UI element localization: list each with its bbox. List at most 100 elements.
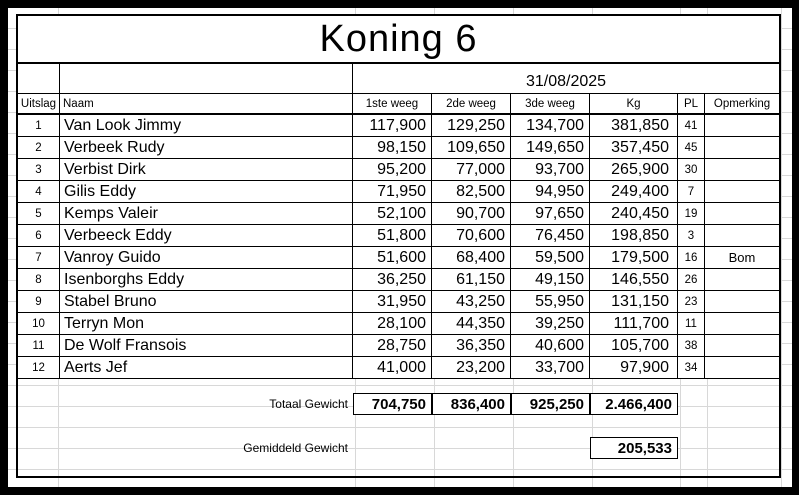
remark-cell[interactable] [705,225,779,247]
weighing1-cell[interactable]: 41,000 [353,357,432,379]
remark-cell[interactable] [705,269,779,291]
pl-cell[interactable]: 7 [678,181,705,203]
column-header-uitslag[interactable]: Uitslag [18,94,60,115]
weighing1-cell[interactable]: 28,100 [353,313,432,335]
rank-cell[interactable]: 2 [18,137,60,159]
weighing1-cell[interactable]: 51,600 [353,247,432,269]
weighing1-cell[interactable]: 95,200 [353,159,432,181]
rank-cell[interactable]: 9 [18,291,60,313]
weighing3-cell[interactable]: 134,700 [511,115,590,137]
rank-cell[interactable]: 10 [18,313,60,335]
weighing1-cell[interactable]: 117,900 [353,115,432,137]
name-cell[interactable]: Terryn Mon [60,313,353,335]
weighing1-cell[interactable]: 31,950 [353,291,432,313]
weighing3-cell[interactable]: 97,650 [511,203,590,225]
pl-cell[interactable]: 23 [678,291,705,313]
column-header-kg[interactable]: Kg [590,94,678,115]
weighing1-cell[interactable]: 51,800 [353,225,432,247]
remark-cell[interactable] [705,115,779,137]
weighing1-cell[interactable]: 36,250 [353,269,432,291]
column-header-naam[interactable]: Naam [60,94,353,115]
column-header-2de-weeg[interactable]: 2de weeg [432,94,511,115]
weighing2-cell[interactable]: 77,000 [432,159,511,181]
pl-cell[interactable]: 41 [678,115,705,137]
kg-total-cell[interactable]: 381,850 [590,115,678,137]
rank-cell[interactable]: 12 [18,357,60,379]
weighing3-cell[interactable]: 33,700 [511,357,590,379]
weighing2-cell[interactable]: 36,350 [432,335,511,357]
total-weighing2-cell[interactable]: 836,400 [432,393,511,415]
pl-cell[interactable]: 16 [678,247,705,269]
remark-cell[interactable] [705,203,779,225]
pl-cell[interactable]: 38 [678,335,705,357]
column-header-opmerking[interactable]: Opmerking [705,94,779,115]
weighing2-cell[interactable]: 23,200 [432,357,511,379]
weighing3-cell[interactable]: 149,650 [511,137,590,159]
weighing1-cell[interactable]: 28,750 [353,335,432,357]
remark-cell[interactable] [705,159,779,181]
pl-cell[interactable]: 19 [678,203,705,225]
pl-cell[interactable]: 26 [678,269,705,291]
pl-cell[interactable]: 45 [678,137,705,159]
column-header-1ste-weeg[interactable]: 1ste weeg [353,94,432,115]
rank-cell[interactable]: 3 [18,159,60,181]
weighing2-cell[interactable]: 43,250 [432,291,511,313]
name-cell[interactable]: Stabel Bruno [60,291,353,313]
remark-cell[interactable] [705,137,779,159]
weighing2-cell[interactable]: 70,600 [432,225,511,247]
name-cell[interactable]: Gilis Eddy [60,181,353,203]
weighing3-cell[interactable]: 40,600 [511,335,590,357]
pl-cell[interactable]: 3 [678,225,705,247]
kg-total-cell[interactable]: 97,900 [590,357,678,379]
column-header-pl[interactable]: PL [678,94,705,115]
weighing3-cell[interactable]: 59,500 [511,247,590,269]
kg-total-cell[interactable]: 357,450 [590,137,678,159]
weighing1-cell[interactable]: 98,150 [353,137,432,159]
pl-cell[interactable]: 30 [678,159,705,181]
name-cell[interactable]: Verbeeck Eddy [60,225,353,247]
rank-cell[interactable]: 8 [18,269,60,291]
total-weighing1-cell[interactable]: 704,750 [353,393,432,415]
kg-total-cell[interactable]: 249,400 [590,181,678,203]
weighing3-cell[interactable]: 94,950 [511,181,590,203]
empty-cell[interactable] [60,64,353,94]
rank-cell[interactable]: 6 [18,225,60,247]
rank-cell[interactable]: 7 [18,247,60,269]
kg-total-cell[interactable]: 198,850 [590,225,678,247]
remark-cell[interactable] [705,181,779,203]
pl-cell[interactable]: 34 [678,357,705,379]
kg-total-cell[interactable]: 240,450 [590,203,678,225]
weighing2-cell[interactable]: 90,700 [432,203,511,225]
kg-total-cell[interactable]: 131,150 [590,291,678,313]
kg-total-cell[interactable]: 111,700 [590,313,678,335]
kg-total-cell[interactable]: 105,700 [590,335,678,357]
date-cell[interactable]: 31/08/2025 [353,64,779,94]
weighing2-cell[interactable]: 82,500 [432,181,511,203]
name-cell[interactable]: Verbist Dirk [60,159,353,181]
name-cell[interactable]: De Wolf Fransois [60,335,353,357]
weighing2-cell[interactable]: 129,250 [432,115,511,137]
remark-cell[interactable] [705,335,779,357]
name-cell[interactable]: Verbeek Rudy [60,137,353,159]
column-header-3de-weeg[interactable]: 3de weeg [511,94,590,115]
kg-total-cell[interactable]: 146,550 [590,269,678,291]
weighing2-cell[interactable]: 109,650 [432,137,511,159]
name-cell[interactable]: Aerts Jef [60,357,353,379]
average-kg-cell[interactable]: 205,533 [590,437,678,459]
weighing3-cell[interactable]: 39,250 [511,313,590,335]
kg-total-cell[interactable]: 265,900 [590,159,678,181]
kg-total-cell[interactable]: 179,500 [590,247,678,269]
weighing1-cell[interactable]: 52,100 [353,203,432,225]
weighing3-cell[interactable]: 76,450 [511,225,590,247]
name-cell[interactable]: Isenborghs Eddy [60,269,353,291]
empty-cell[interactable] [18,64,60,94]
sheet-title-cell[interactable]: Koning 6 [18,16,779,64]
remark-cell[interactable] [705,357,779,379]
weighing2-cell[interactable]: 68,400 [432,247,511,269]
weighing3-cell[interactable]: 49,150 [511,269,590,291]
name-cell[interactable]: Kemps Valeir [60,203,353,225]
rank-cell[interactable]: 5 [18,203,60,225]
remark-cell[interactable] [705,313,779,335]
weighing2-cell[interactable]: 44,350 [432,313,511,335]
weighing3-cell[interactable]: 55,950 [511,291,590,313]
